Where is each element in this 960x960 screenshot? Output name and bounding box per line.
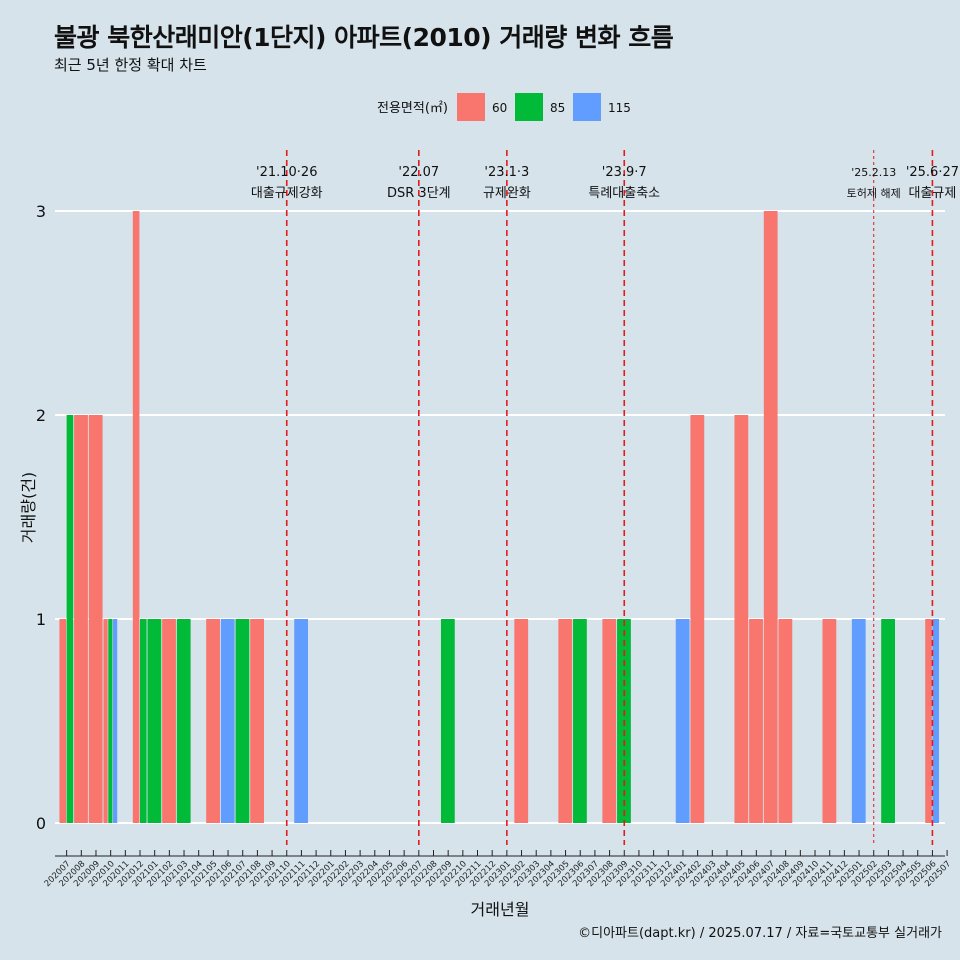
event-date-label: '23.9·7	[602, 165, 647, 180]
bar-60-202108	[250, 619, 264, 823]
legend-label-60: 60	[492, 101, 507, 115]
chart-title: 불광 북한산래미안(1단지) 아파트(2010) 거래량 변화 흐름	[54, 23, 674, 52]
bar-60-202102	[162, 619, 176, 823]
legend-swatch-115	[573, 93, 601, 121]
bar-115-202111	[294, 619, 309, 823]
bar-85-202012	[140, 619, 147, 823]
bar-60-202305	[558, 619, 573, 823]
bar-60-202408	[778, 619, 793, 823]
event-name-label: 대출규제강화	[251, 186, 323, 201]
event-name-label: DSR 3단계	[387, 186, 451, 201]
bar-60-202105	[206, 619, 220, 823]
bar-85-202107	[235, 619, 250, 823]
bar-85-202306	[573, 619, 587, 823]
y-tick-label: 1	[36, 610, 46, 629]
chart-subtitle: 최근 5년 한정 확대 차트	[54, 56, 207, 74]
legend-swatch-60	[457, 93, 485, 121]
bar-85-202007	[66, 415, 74, 823]
bar-60-202406	[749, 619, 763, 823]
bar-115-202010	[113, 619, 118, 823]
bar-60-202411	[822, 619, 837, 823]
legend-label-115: 115	[608, 101, 631, 115]
event-name-label: 특례대출축소	[588, 186, 660, 201]
bar-85-202503	[881, 619, 895, 823]
bar-85-202101	[147, 619, 162, 823]
bar-60-202308	[602, 619, 617, 823]
event-name-label: 토허제 해제	[847, 186, 901, 200]
x-axis-title: 거래년월	[471, 900, 530, 919]
y-axis-title: 거래량(건)	[19, 472, 38, 543]
event-date-label: '21.10·26	[256, 165, 317, 180]
event-name-label: 규제완화	[483, 186, 531, 201]
event-name-label: 대출규제	[908, 186, 956, 201]
bar-85-202010	[108, 619, 113, 823]
event-date-label: '23.1·3	[484, 165, 529, 180]
bar-60-202007	[59, 619, 67, 823]
bar-60-202302	[514, 619, 529, 823]
y-tick-label: 2	[36, 406, 46, 425]
legend-label-85: 85	[550, 101, 565, 115]
chart-caption: ©디아파트(dapt.kr) / 2025.07.17 / 자료=국토교통부 실…	[578, 926, 942, 941]
bar-60-202405	[734, 415, 749, 823]
bar-60-202008	[74, 415, 88, 823]
bar-60-202506	[925, 619, 932, 823]
y-tick-label: 3	[36, 202, 46, 221]
bar-60-202402	[690, 415, 705, 823]
bar-115-202501	[851, 619, 866, 823]
bar-60-202009	[88, 415, 103, 823]
event-date-label: '25.2.13	[851, 166, 896, 179]
bar-60-202407	[763, 211, 778, 823]
bar-60-202010	[103, 619, 108, 823]
bar-85-202209	[440, 619, 455, 823]
legend-title: 전용면적(㎡)	[377, 101, 448, 116]
legend-swatch-85	[515, 93, 543, 121]
bar-115-202401	[675, 619, 690, 823]
event-date-label: '22.07	[398, 165, 439, 180]
bar-115-202106	[220, 619, 235, 823]
event-date-label: '25.6·27	[906, 165, 959, 180]
y-tick-label: 0	[36, 814, 46, 833]
bar-115-202506	[932, 619, 940, 823]
bar-60-202012	[132, 211, 140, 823]
bar-85-202103	[176, 619, 191, 823]
